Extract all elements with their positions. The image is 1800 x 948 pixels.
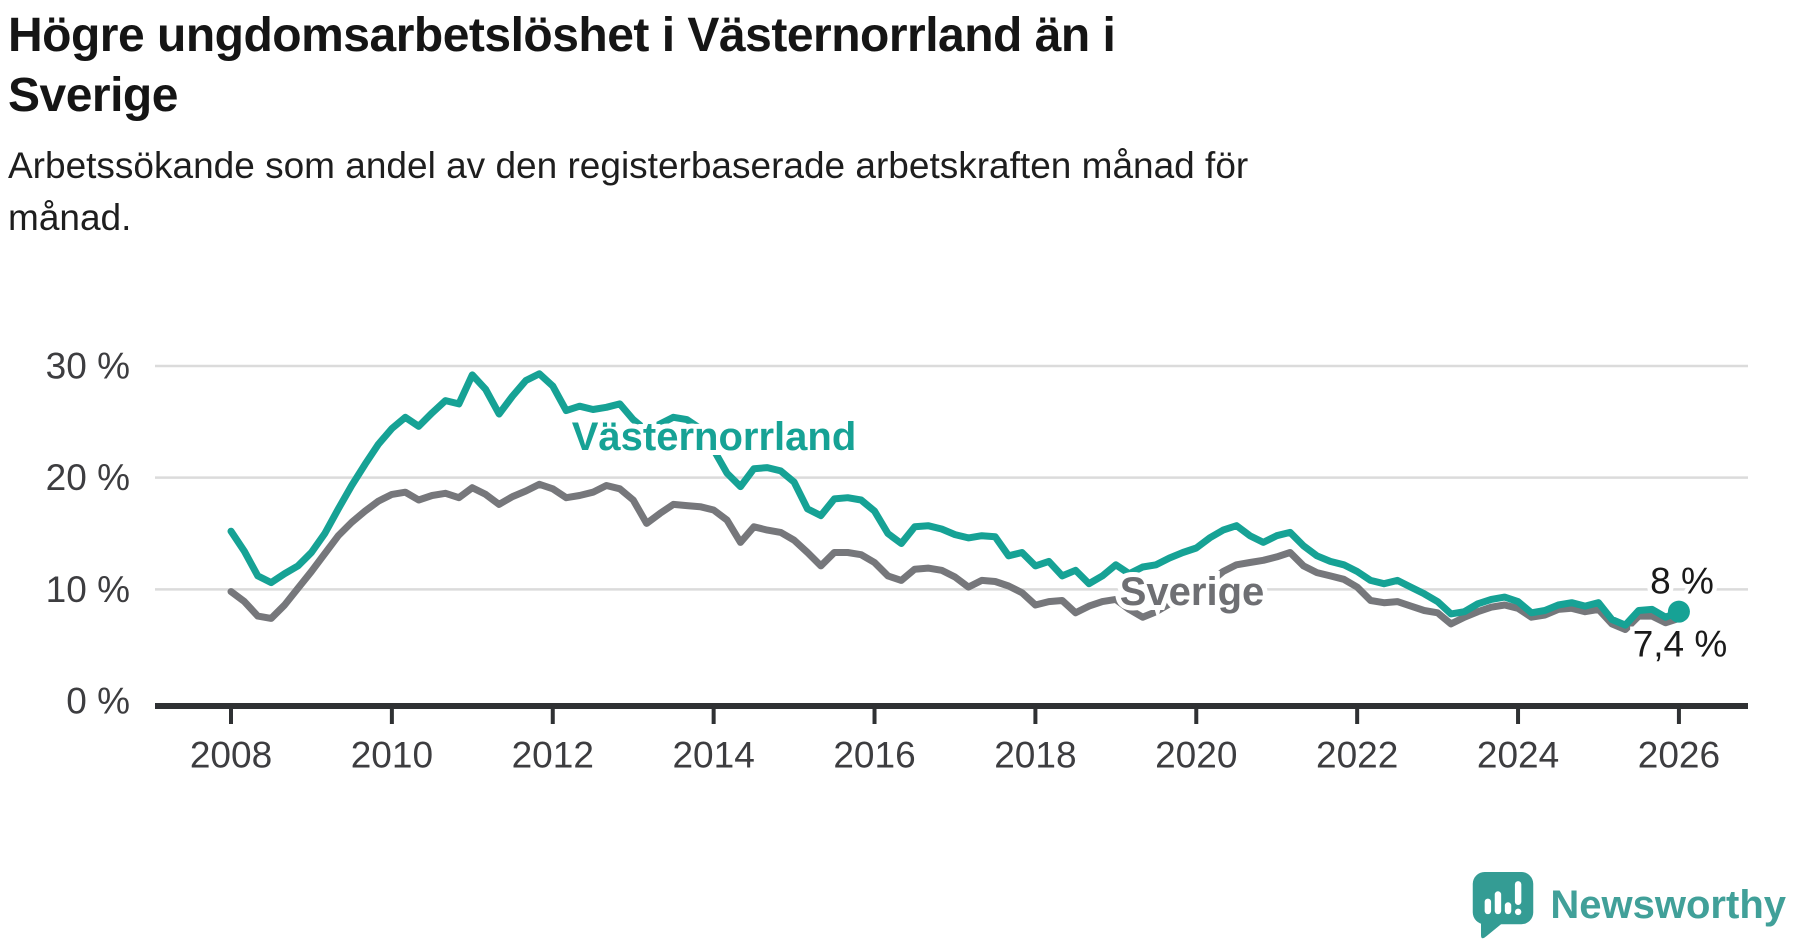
y-tick-label: 0 % <box>66 681 130 722</box>
page-title-line2: Sverige <box>8 69 178 122</box>
page-subtitle-line1: Arbetssökande som andel av den registerb… <box>8 145 1249 186</box>
y-tick-label: 30 % <box>46 345 130 386</box>
y-tick-label: 20 % <box>46 457 130 498</box>
newsworthy-speech-bubble-bar-chart-icon <box>1473 872 1534 939</box>
vasternorrland-end-value-label: 8 % <box>1650 561 1714 602</box>
page-title: Högre ungdomsarbetslöshet i Västernorrla… <box>8 6 1508 126</box>
sverige-end-value-label: 7,4 % <box>1633 624 1728 665</box>
sverige-line <box>227 480 1683 633</box>
x-tick-label: 2012 <box>512 735 594 776</box>
vasternorrland-series-label: Västernorrland <box>572 415 857 459</box>
x-tick-label: 2020 <box>1155 735 1237 776</box>
x-tick-label: 2024 <box>1477 735 1559 776</box>
x-tick-label: 2008 <box>190 735 272 776</box>
page-subtitle-line2: månad. <box>8 197 132 238</box>
x-tick-label: 2018 <box>994 735 1076 776</box>
y-tick-label: 10 % <box>46 569 130 610</box>
series-end-dot <box>1667 600 1690 623</box>
x-tick-label: 2016 <box>833 735 915 776</box>
brand-name: Newsworthy <box>1550 882 1786 927</box>
x-tick-label: 2014 <box>672 735 754 776</box>
x-tick-label: 2010 <box>351 735 433 776</box>
page-title-line1: Högre ungdomsarbetslöshet i Västernorrla… <box>8 9 1116 62</box>
x-tick-label: 2022 <box>1316 735 1398 776</box>
page-subtitle: Arbetssökande som andel av den registerb… <box>8 140 1708 244</box>
sverige-series-label: Sverige <box>1120 570 1265 614</box>
newsworthy-logo: Newsworthy <box>1470 870 1786 940</box>
x-tick-label: 2026 <box>1638 735 1720 776</box>
vasternorrland-line <box>227 370 1683 629</box>
